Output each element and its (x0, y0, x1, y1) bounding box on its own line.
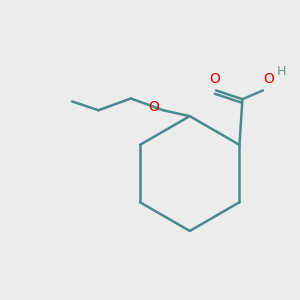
Text: O: O (209, 72, 220, 86)
Text: O: O (148, 100, 159, 114)
Text: H: H (277, 65, 286, 78)
Text: O: O (263, 72, 274, 86)
